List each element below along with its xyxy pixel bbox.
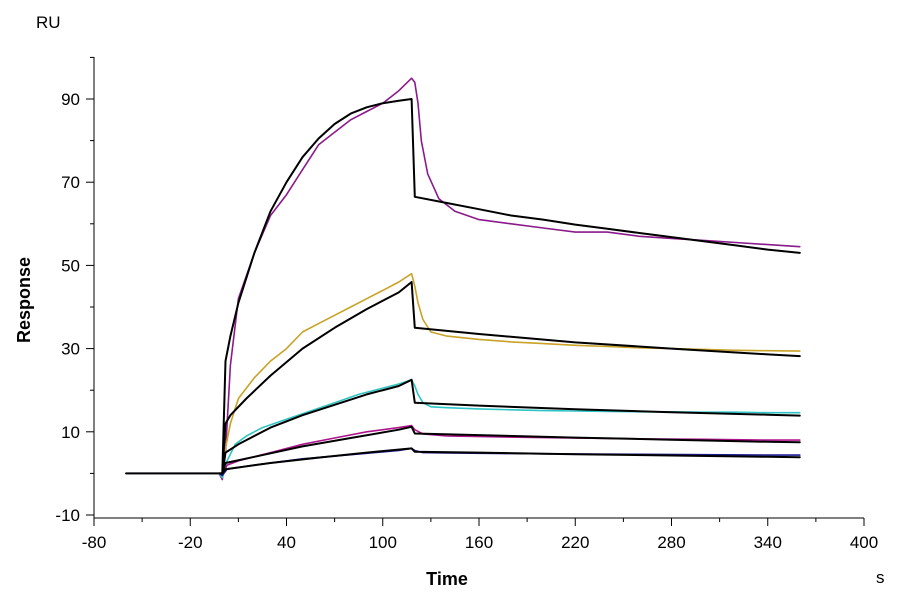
- measured-curve-1: [218, 272, 801, 479]
- y-tick-label: 70: [61, 173, 80, 192]
- x-tick-label: 400: [850, 533, 878, 552]
- fit-curve-7: [221, 378, 801, 475]
- fit-curve-9: [125, 447, 801, 475]
- y-tick-label: 50: [61, 256, 80, 275]
- y-tick-label: 10: [61, 423, 80, 442]
- fit-curve-6: [221, 281, 801, 475]
- y-tick-label: -10: [55, 506, 80, 525]
- x-tick-label: -80: [82, 533, 107, 552]
- series-layer: [125, 77, 801, 481]
- x-tick-label: 280: [657, 533, 685, 552]
- ticks: [86, 56, 865, 526]
- x-tick-label: -20: [178, 533, 203, 552]
- x-tick-label: 40: [277, 533, 296, 552]
- x-tick-label: 100: [369, 533, 397, 552]
- y-axis-title: Response: [14, 257, 34, 343]
- fit-curve-8: [221, 425, 801, 475]
- x-unit-label: s: [876, 568, 885, 587]
- x-tick-label: 160: [465, 533, 493, 552]
- y-tick-label: 90: [61, 90, 80, 109]
- y-unit-label: RU: [36, 13, 61, 32]
- fit-curve-5: [218, 98, 801, 475]
- x-tick-label: 220: [561, 533, 589, 552]
- measured-curve-3: [218, 424, 801, 477]
- x-tick-label: 340: [754, 533, 782, 552]
- axes: [93, 57, 864, 519]
- x-axis-title: Time: [426, 569, 468, 589]
- tick-labels: -80 -20 40 100 160 220 280 340 400 -10 10 30 50 70 90: [55, 90, 878, 552]
- y-tick-label: 30: [61, 340, 80, 359]
